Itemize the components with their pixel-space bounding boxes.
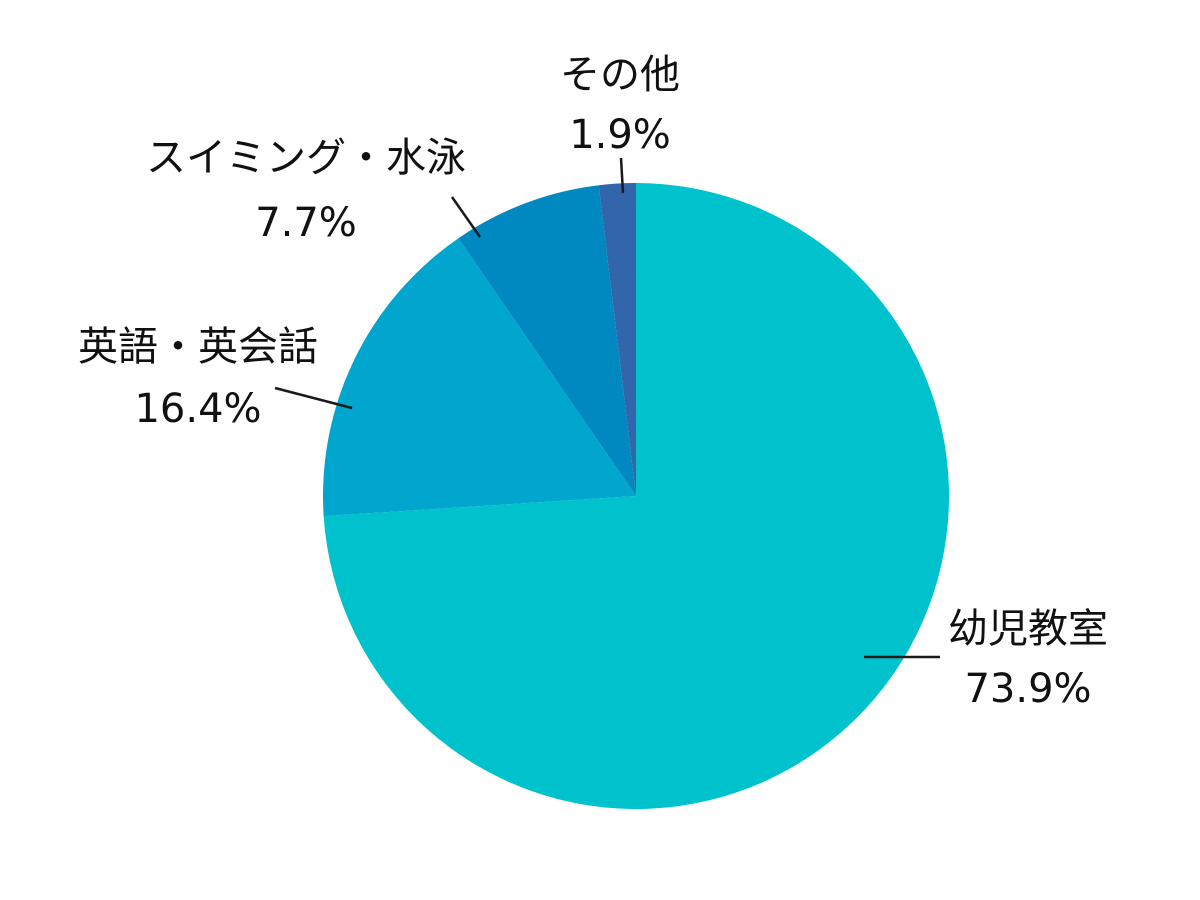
pie-slice-english — [323, 238, 636, 517]
pie-slices — [323, 183, 949, 809]
slice-value-english: 16.4% — [134, 386, 261, 432]
leader-line-other — [619, 157, 625, 194]
pie-slice-preschool — [323, 183, 949, 809]
slice-label-other: その他 — [560, 52, 680, 98]
slice-label-preschool: 幼児教室 — [948, 606, 1108, 652]
pie-slice-other — [598, 183, 636, 496]
leader-line-english — [274, 386, 353, 410]
slice-value-preschool: 73.9% — [964, 666, 1091, 712]
slice-label-english: 英語・英会話 — [78, 324, 318, 370]
leader-line-swimming — [450, 196, 482, 238]
slice-label-swimming: スイミング・水泳 — [146, 135, 466, 181]
slice-value-other: 1.9% — [569, 112, 671, 158]
slice-value-swimming: 7.7% — [255, 200, 357, 246]
pie-slice-swimming — [458, 185, 636, 497]
leader-lines — [274, 157, 940, 659]
